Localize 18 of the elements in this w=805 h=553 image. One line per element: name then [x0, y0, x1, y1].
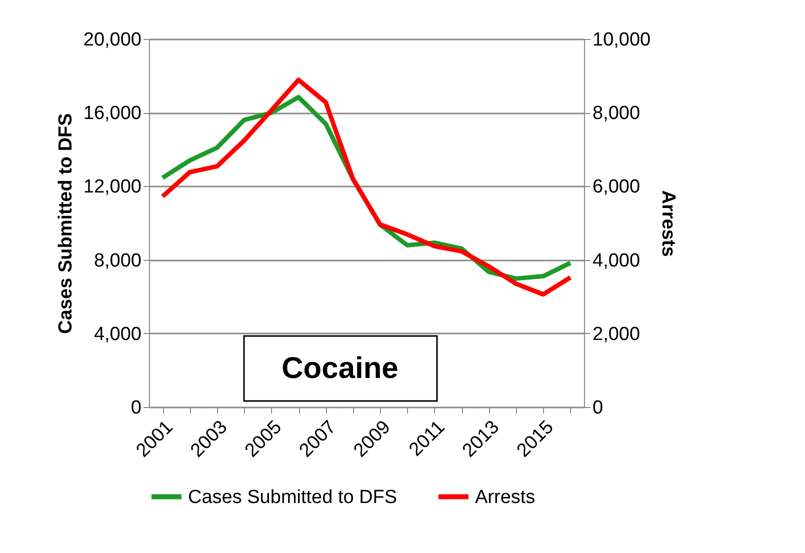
legend-label: Cases Submitted to DFS: [188, 486, 398, 508]
y2-tick-label: 2,000: [592, 324, 640, 345]
y-axis-title: Cases Submitted to DFS: [55, 113, 76, 334]
y-tick-label: 8,000: [94, 250, 142, 272]
y2-tick-label: 4,000: [592, 250, 640, 272]
y-tick-label: 20,000: [83, 30, 142, 50]
y2-axis-title: Arrests: [658, 190, 679, 257]
y-tick-label: 16,000: [83, 103, 142, 124]
y2-tick-label: 8,000: [592, 103, 640, 124]
legend-label: Arrests: [475, 486, 536, 508]
y-tick-label: 12,000: [83, 176, 142, 198]
y2-tick-label: 0: [592, 398, 604, 418]
y-tick-label: 0: [130, 398, 142, 418]
y2-tick-label: 10,000: [592, 30, 651, 50]
y-tick-label: 4,000: [94, 324, 142, 345]
line-series: [160, 78, 573, 297]
y2-tick-label: 6,000: [592, 176, 640, 198]
annotation: Cocaine: [282, 352, 398, 385]
